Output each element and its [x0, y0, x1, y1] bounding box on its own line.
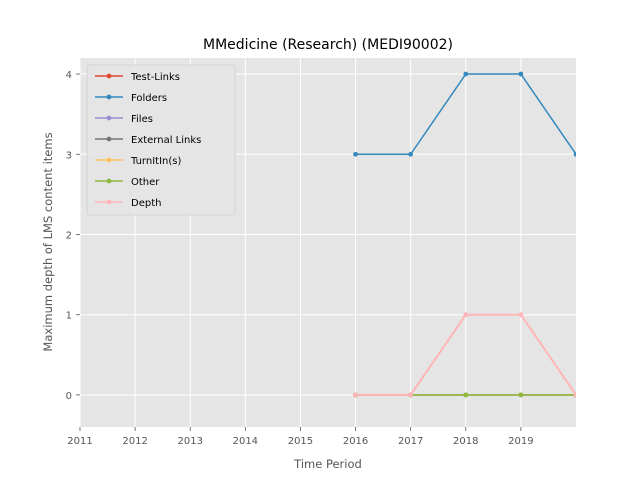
legend-item-test-links: Test-Links: [95, 72, 180, 83]
legend-item-files: Files: [95, 114, 153, 125]
x-tick-label: 2018: [453, 436, 478, 447]
x-axis: 2011 2012 2013 2014 2015 2016 2017 2018 2019: [67, 427, 534, 447]
data-point-folders: [408, 151, 414, 157]
legend-item-depth: Depth: [95, 198, 161, 209]
x-tick-label: 2017: [398, 436, 423, 447]
y-axis: 0 1 2 3 4: [66, 70, 80, 402]
x-tick-label: 2012: [122, 436, 147, 447]
legend-swatch-marker: [106, 178, 112, 184]
y-tick-label: 4: [66, 70, 72, 81]
data-point-depth: [573, 392, 576, 398]
y-tick-label: 0: [66, 391, 72, 402]
data-point-other: [463, 392, 469, 398]
data-point-folders: [573, 151, 576, 157]
y-tick-label: 1: [66, 311, 72, 322]
data-point-depth: [518, 312, 524, 318]
series-depth: [353, 312, 576, 398]
x-tick-label: 2016: [343, 436, 368, 447]
data-point-folders: [463, 71, 469, 77]
legend-label: Folders: [131, 93, 167, 104]
legend-swatch-marker: [106, 94, 112, 100]
legend-label: TurnItIn(s): [130, 156, 181, 167]
legend-swatch-marker: [106, 115, 112, 121]
legend-box: [86, 64, 236, 216]
legend-item-other: Other: [95, 177, 160, 188]
legend-item-external-links: External Links: [95, 135, 201, 146]
data-point-depth: [463, 312, 469, 318]
data-point-other: [518, 392, 524, 398]
x-axis-title: Time Period: [293, 457, 362, 471]
legend-item-folders: Folders: [95, 93, 167, 104]
legend-label: Test-Links: [130, 72, 180, 83]
x-tick-label: 2013: [177, 436, 202, 447]
legend-label: External Links: [131, 135, 201, 146]
x-tick-label: 2011: [67, 436, 92, 447]
legend-item-turnitin-s: TurnItIn(s): [95, 156, 181, 167]
data-point-depth: [408, 392, 414, 398]
data-point-folders: [353, 151, 358, 157]
legend-swatch-marker: [106, 199, 112, 205]
chart-title: MMedicine (Research) (MEDI90002): [203, 37, 453, 53]
x-tick-label: 2019: [508, 436, 533, 447]
legend: Test-Links Folders Files External Links Turn…: [86, 64, 236, 216]
y-tick-label: 2: [66, 230, 72, 241]
legend-swatch-marker: [106, 73, 112, 79]
legend-label: Files: [131, 114, 153, 125]
x-tick-label: 2014: [233, 436, 258, 447]
legend-swatch-marker: [106, 157, 112, 163]
y-axis-title: Maximum depth of LMS content items: [41, 132, 55, 351]
series-layer: [353, 71, 576, 398]
series-folders: [353, 71, 576, 157]
y-tick-label: 3: [66, 150, 72, 161]
x-tick-label: 2015: [288, 436, 313, 447]
legend-label: Depth: [131, 198, 161, 209]
legend-swatch-marker: [106, 136, 112, 142]
data-point-depth: [353, 392, 358, 398]
legend-label: Other: [131, 177, 160, 188]
data-point-folders: [518, 71, 524, 77]
